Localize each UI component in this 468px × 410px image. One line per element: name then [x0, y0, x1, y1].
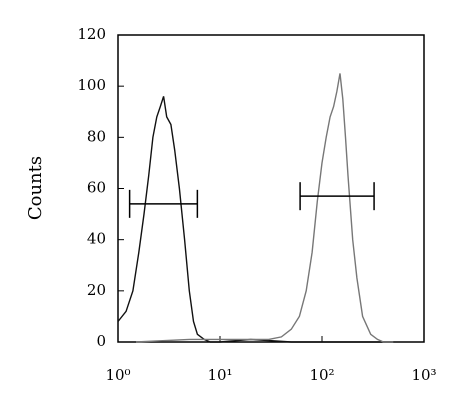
series-line: [135, 73, 394, 343]
plot-frame: [117, 34, 425, 343]
x-tick-label: 10²: [309, 366, 334, 384]
x-tick-label: 10¹: [207, 366, 232, 384]
y-axis-label: Counts: [25, 156, 46, 220]
y-tick-label: 120: [77, 25, 106, 43]
y-tick-label: 20: [87, 281, 106, 299]
x-tick-label: 10³: [411, 366, 436, 384]
y-tick-label: 40: [87, 230, 106, 248]
y-tick-label: 60: [87, 179, 106, 197]
x-tick-label: 10⁰: [105, 366, 130, 384]
series-line: [117, 96, 394, 343]
y-tick-label: 80: [87, 127, 106, 145]
y-tick-label: 0: [96, 332, 106, 350]
y-tick-label: 100: [77, 76, 106, 94]
